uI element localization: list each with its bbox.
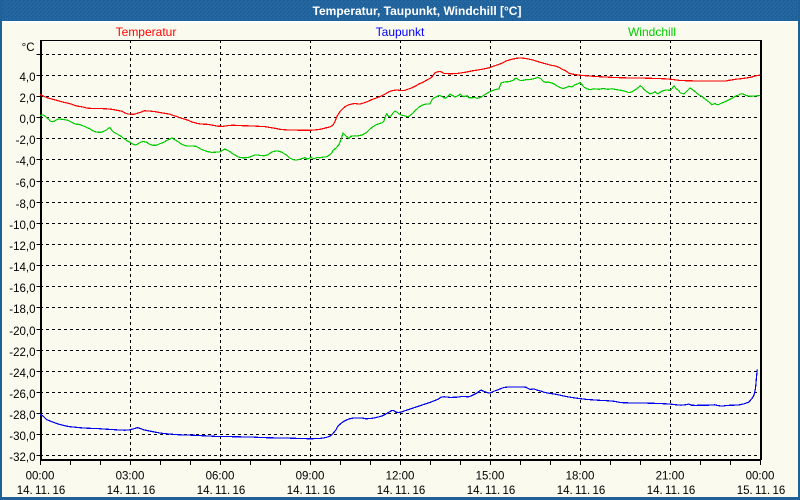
svg-text:-22,0: -22,0 [9, 347, 35, 359]
svg-text:-32,0: -32,0 [9, 452, 35, 464]
svg-text:-4,0: -4,0 [16, 156, 36, 168]
svg-text:-8,0: -8,0 [16, 199, 36, 211]
svg-text:15. 11. 16: 15. 11. 16 [737, 485, 786, 497]
svg-text:Taupunkt: Taupunkt [376, 25, 425, 39]
svg-text:-30,0: -30,0 [9, 431, 35, 443]
svg-text:14. 11. 16: 14. 11. 16 [107, 485, 156, 497]
svg-text:09:00: 09:00 [296, 471, 325, 483]
svg-text:-12,0: -12,0 [9, 241, 35, 253]
svg-text:00:00: 00:00 [746, 471, 775, 483]
svg-text:-14,0: -14,0 [9, 262, 35, 274]
svg-text:Temperatur: Temperatur [116, 25, 177, 39]
svg-text:14. 11. 16: 14. 11. 16 [647, 485, 696, 497]
svg-text:2,0: 2,0 [20, 93, 36, 105]
svg-text:-2,0: -2,0 [16, 135, 36, 147]
svg-text:-24,0: -24,0 [9, 368, 35, 380]
svg-text:15:00: 15:00 [476, 471, 505, 483]
svg-text:03:00: 03:00 [116, 471, 145, 483]
svg-text:-18,0: -18,0 [9, 304, 35, 316]
svg-text:06:00: 06:00 [206, 471, 235, 483]
svg-text:-16,0: -16,0 [9, 283, 35, 295]
svg-text:14. 11. 16: 14. 11. 16 [377, 485, 426, 497]
svg-text:14. 11. 16: 14. 11. 16 [557, 485, 606, 497]
svg-text:Windchill: Windchill [628, 25, 676, 39]
svg-text:-6,0: -6,0 [16, 178, 36, 190]
svg-text:14. 11. 16: 14. 11. 16 [197, 485, 246, 497]
svg-text:°C: °C [22, 42, 35, 54]
svg-text:-28,0: -28,0 [9, 410, 35, 422]
svg-text:00:00: 00:00 [26, 471, 55, 483]
svg-text:-26,0: -26,0 [9, 389, 35, 401]
svg-text:0,0: 0,0 [20, 114, 36, 126]
svg-text:12:00: 12:00 [386, 471, 415, 483]
svg-text:14. 11. 16: 14. 11. 16 [467, 485, 516, 497]
svg-text:21:00: 21:00 [656, 471, 685, 483]
svg-text:18:00: 18:00 [566, 471, 595, 483]
svg-text:-20,0: -20,0 [9, 326, 35, 338]
svg-text:14. 11. 16: 14. 11. 16 [287, 485, 336, 497]
svg-text:4,0: 4,0 [20, 72, 36, 84]
svg-text:-10,0: -10,0 [9, 220, 35, 232]
svg-text:14. 11. 16: 14. 11. 16 [17, 485, 66, 497]
